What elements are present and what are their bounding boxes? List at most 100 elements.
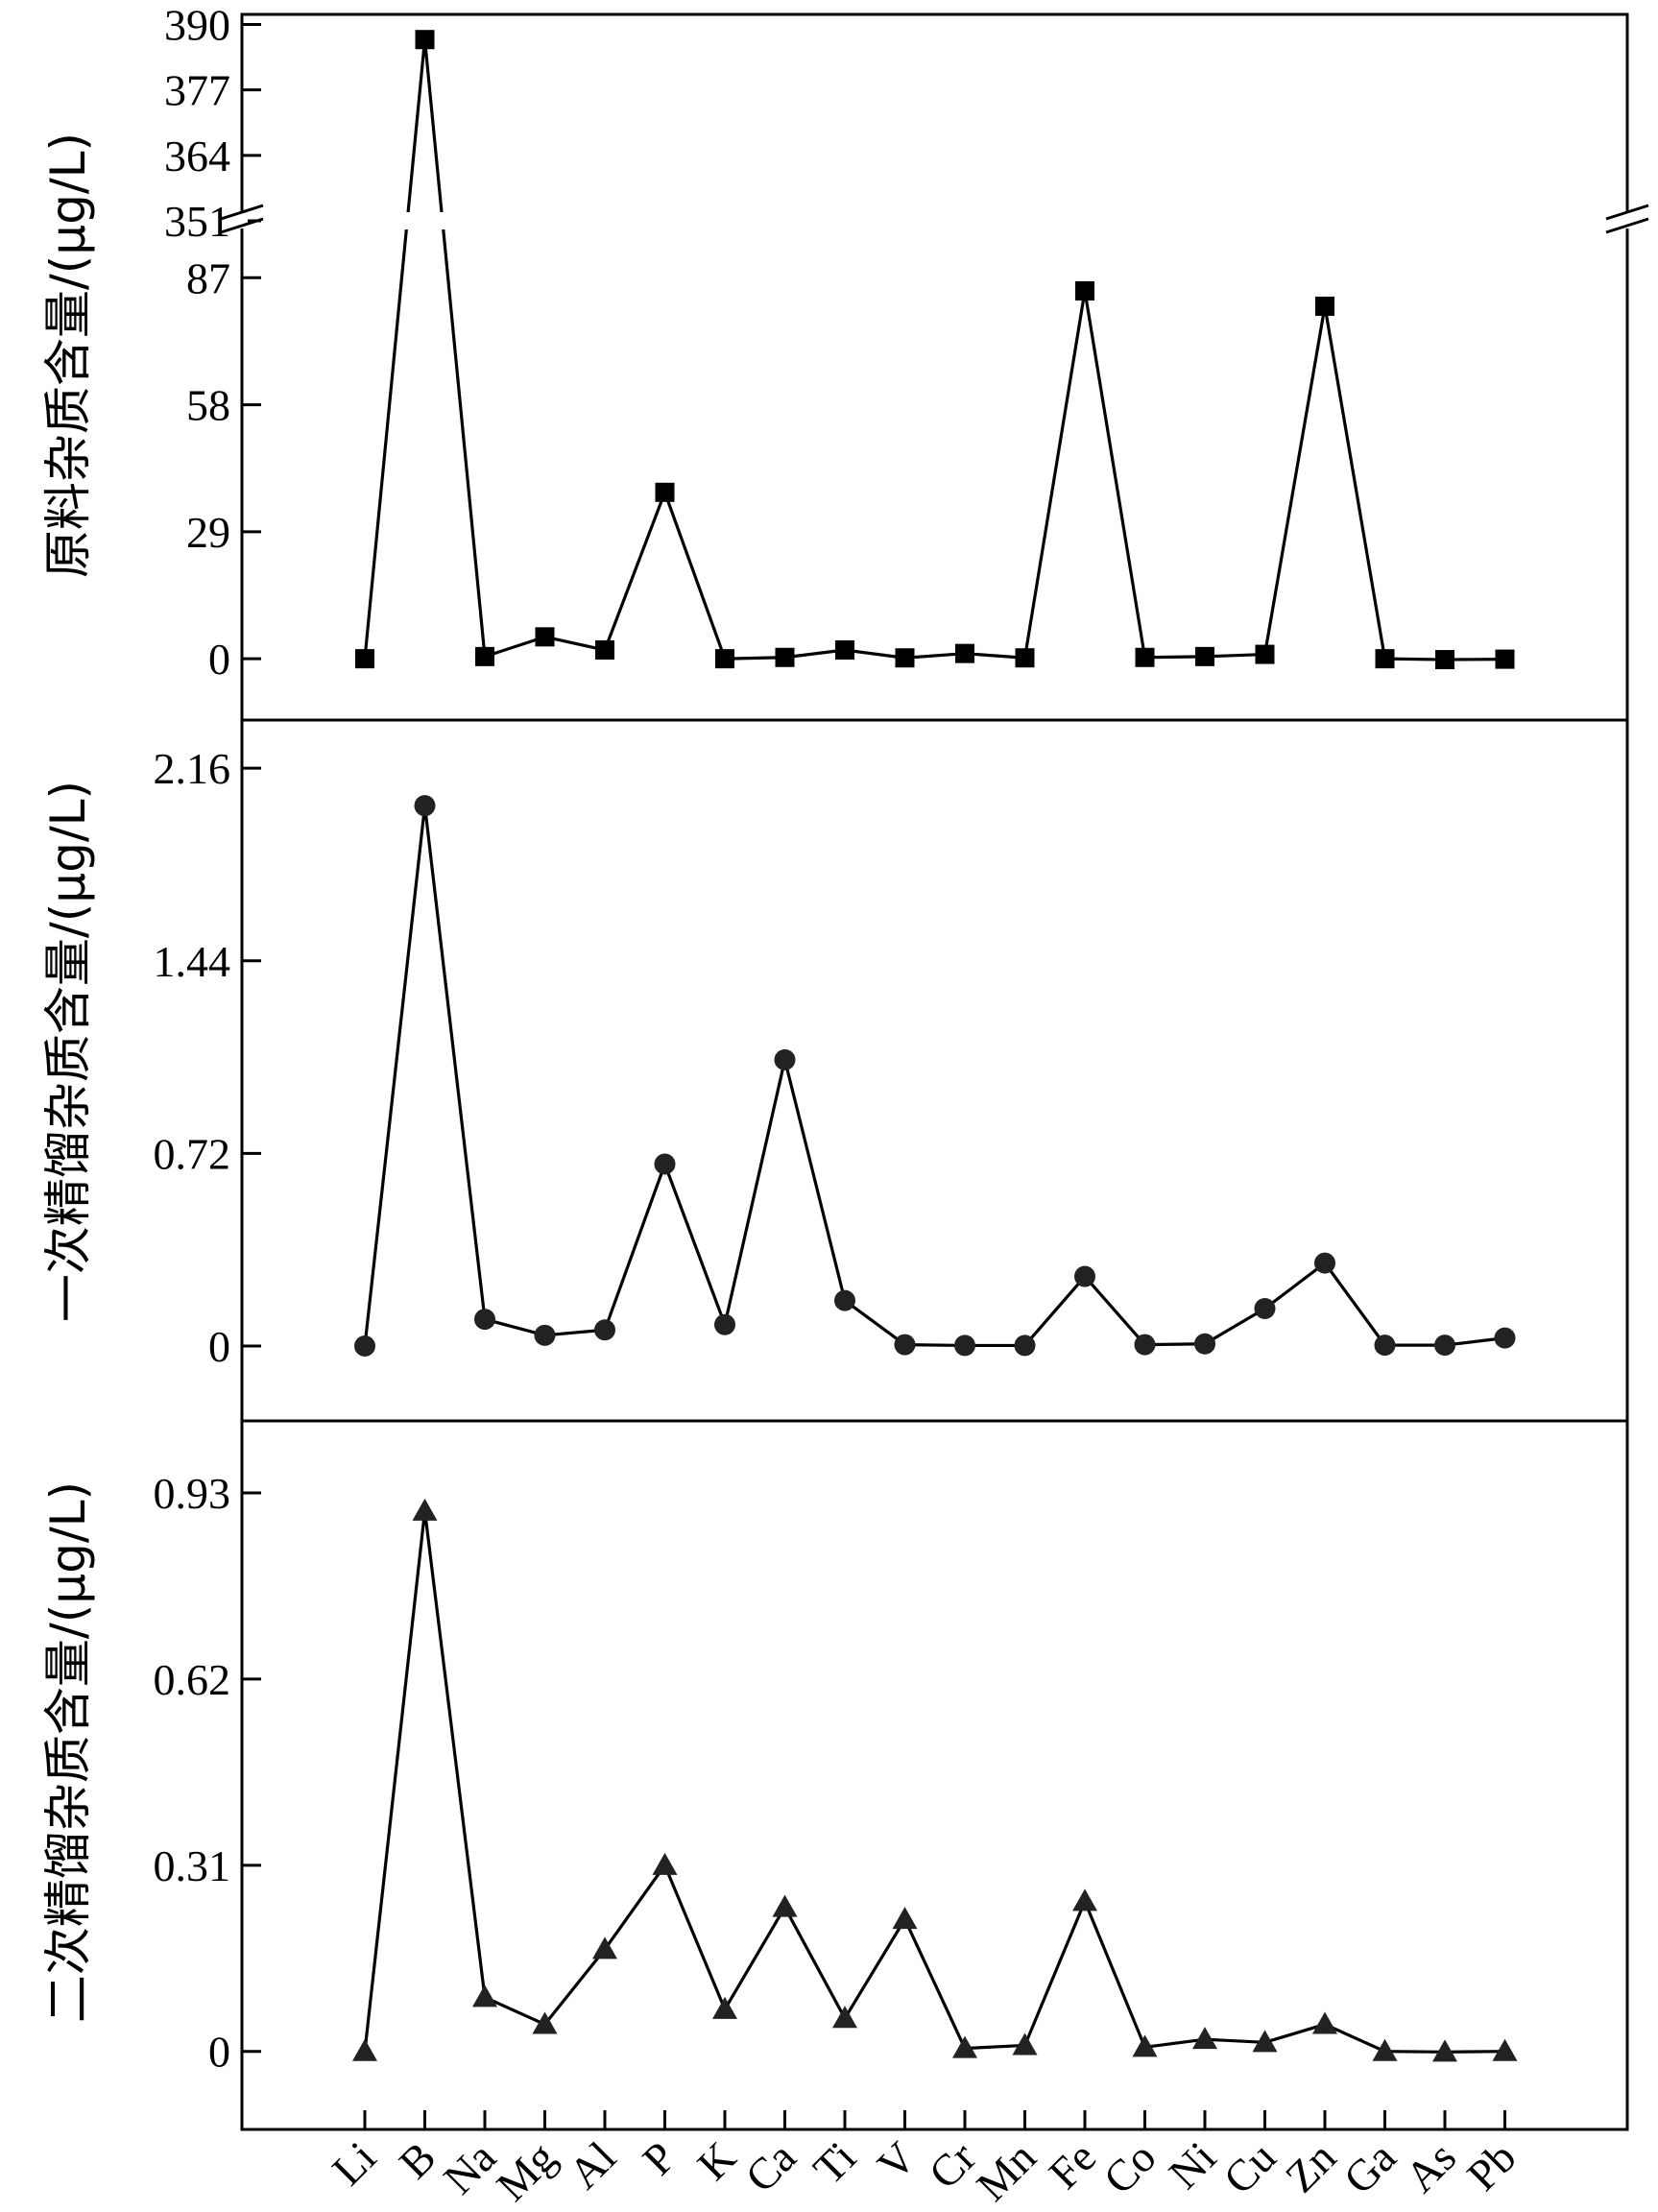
xtick-label-Ti: Ti (804, 2132, 865, 2194)
raw-point-V (895, 648, 915, 668)
raw-point-Mn (1015, 648, 1035, 668)
second_distillation-ytick-2: 0.62 (154, 1655, 231, 1704)
second_distillation-point-Ni (1192, 2027, 1217, 2050)
y-axis-labels: 原料杂质含量/(μg/L) 一次精馏杂质含量/(μg/L) 二次精馏杂质含量/(… (40, 132, 96, 2023)
axis-break-mark-0-a (220, 204, 264, 221)
raw-point-Pb (1495, 649, 1515, 669)
xtick-label-P: P (633, 2132, 685, 2184)
second_distillation-point-Co (1132, 2034, 1158, 2057)
raw-ytick-up-1: 364 (164, 132, 230, 180)
xtick-label-Pb: Pb (1457, 2132, 1525, 2200)
series-line-raw (363, 37, 1505, 661)
second_distillation-point-As (1432, 2039, 1457, 2062)
raw-ytick-low-3: 87 (186, 253, 230, 302)
second_distillation-point-Ti (832, 2006, 857, 2029)
first_distillation-point-Li (354, 1334, 375, 1357)
first_distillation-point-Ga (1374, 1334, 1396, 1357)
axis-break-mark-1-b (1605, 217, 1649, 234)
first_distillation-point-K (714, 1313, 735, 1335)
raw-point-Cu (1255, 644, 1275, 664)
second_distillation-point-Mn (1012, 2032, 1038, 2056)
raw-ytick-up-0: 351 (164, 197, 230, 246)
first_distillation-point-Ni (1194, 1333, 1215, 1355)
xtick-label-B: B (390, 2132, 445, 2188)
panel-raw: 0 29 58 87 351 364 377 390 (164, 0, 1649, 722)
raw-ytick-low-1: 29 (186, 508, 230, 557)
raw-point-P (655, 482, 675, 502)
plot-frame-0 (240, 12, 1629, 722)
raw-point-Cr (955, 643, 974, 663)
xtick-label-Ga: Ga (1334, 2132, 1406, 2203)
raw-point-Na (475, 646, 494, 666)
second_distillation-point-Na (472, 1984, 497, 2008)
second_distillation-point-Ca (772, 1894, 798, 1917)
second_distillation-point-Cu (1252, 2030, 1278, 2053)
raw-point-Li (355, 649, 374, 669)
raw-point-Zn (1315, 296, 1334, 316)
second_distillation-point-Al (592, 1936, 617, 1960)
xtick-label-Mn: Mn (967, 2132, 1045, 2210)
second_distillation-ytick-0: 0 (208, 2028, 230, 2077)
first_distillation-point-Zn (1314, 1252, 1335, 1274)
second_distillation-point-B (412, 1498, 438, 1521)
xtick-label-As: As (1396, 2132, 1465, 2201)
panel-second-distillation: 0 0.31 0.62 0.93 (154, 1419, 1629, 2131)
second_distillation-ytick-3: 0.93 (154, 1469, 231, 1518)
xtick-label-Mg: Mg (487, 2132, 565, 2210)
second_distillation-point-Mg (532, 2011, 558, 2034)
panel-first-distillation: 0 0.72 1.44 2.16 (154, 718, 1629, 1423)
raw-point-Ni (1195, 646, 1214, 666)
xtick-label-Li: Li (323, 2132, 385, 2195)
first_distillation-point-Ti (834, 1289, 855, 1311)
first_distillation-point-Na (474, 1309, 495, 1331)
series-line-second_distillation (363, 1509, 1505, 2054)
raw-point-Al (595, 640, 614, 661)
plot-frame-2 (240, 1419, 1629, 2131)
raw-ytick-up-2: 377 (164, 66, 230, 115)
raw-point-Ca (775, 647, 795, 667)
raw-point-Ga (1375, 649, 1395, 669)
raw-point-B (415, 30, 435, 50)
raw-point-Ti (835, 640, 854, 661)
first_distillation-ytick-0: 0 (208, 1322, 230, 1371)
series-break-gap-1 (397, 212, 418, 229)
second_distillation-point-Pb (1492, 2038, 1518, 2061)
xtick-label-Ca: Ca (735, 2132, 805, 2201)
raw-point-Fe (1075, 280, 1094, 301)
first_distillation-point-Mg (534, 1324, 556, 1346)
first_distillation-point-Co (1134, 1334, 1156, 1356)
raw-point-Mg (535, 627, 555, 647)
second_distillation-point-Cr (952, 2035, 977, 2058)
first_distillation-point-As (1434, 1334, 1455, 1357)
series-break-gap-2 (432, 212, 452, 229)
xtick-label-Cu: Cu (1214, 2132, 1286, 2203)
first_distillation-point-Mn (1014, 1334, 1036, 1357)
axis-break-mark-1-a (1605, 204, 1649, 221)
second_distillation-ytick-1: 0.31 (154, 1841, 231, 1890)
second_distillation-point-Ga (1372, 2038, 1398, 2061)
ylabel-first-distillation: 一次精馏杂质含量/(μg/L) (40, 781, 96, 1322)
second_distillation-point-V (892, 1907, 918, 1930)
first_distillation-point-P (654, 1153, 676, 1175)
second_distillation-point-Fe (1072, 1888, 1097, 1911)
second_distillation-point-Li (352, 2038, 377, 2061)
xtick-label-Co: Co (1094, 2132, 1165, 2203)
xtick-label-K: K (688, 2132, 746, 2190)
first_distillation-ytick-3: 2.16 (154, 744, 231, 793)
xtick-label-V: V (868, 2132, 925, 2190)
first_distillation-point-Ca (774, 1048, 796, 1070)
xtick-label-Fe: Fe (1039, 2132, 1105, 2199)
second_distillation-point-Zn (1312, 2011, 1337, 2034)
second_distillation-point-P (652, 1852, 678, 1875)
xtick-label-Cr: Cr (919, 2132, 985, 2199)
raw-point-As (1435, 650, 1454, 670)
first_distillation-point-Cr (954, 1334, 975, 1357)
raw-point-Co (1135, 647, 1155, 667)
first_distillation-point-Pb (1494, 1327, 1516, 1349)
first_distillation-point-Al (594, 1319, 615, 1341)
first_distillation-ytick-1: 0.72 (154, 1129, 231, 1178)
first_distillation-ytick-2: 1.44 (154, 937, 231, 986)
ylabel-second-distillation: 二次精馏杂质含量/(μg/L) (40, 1481, 96, 2023)
